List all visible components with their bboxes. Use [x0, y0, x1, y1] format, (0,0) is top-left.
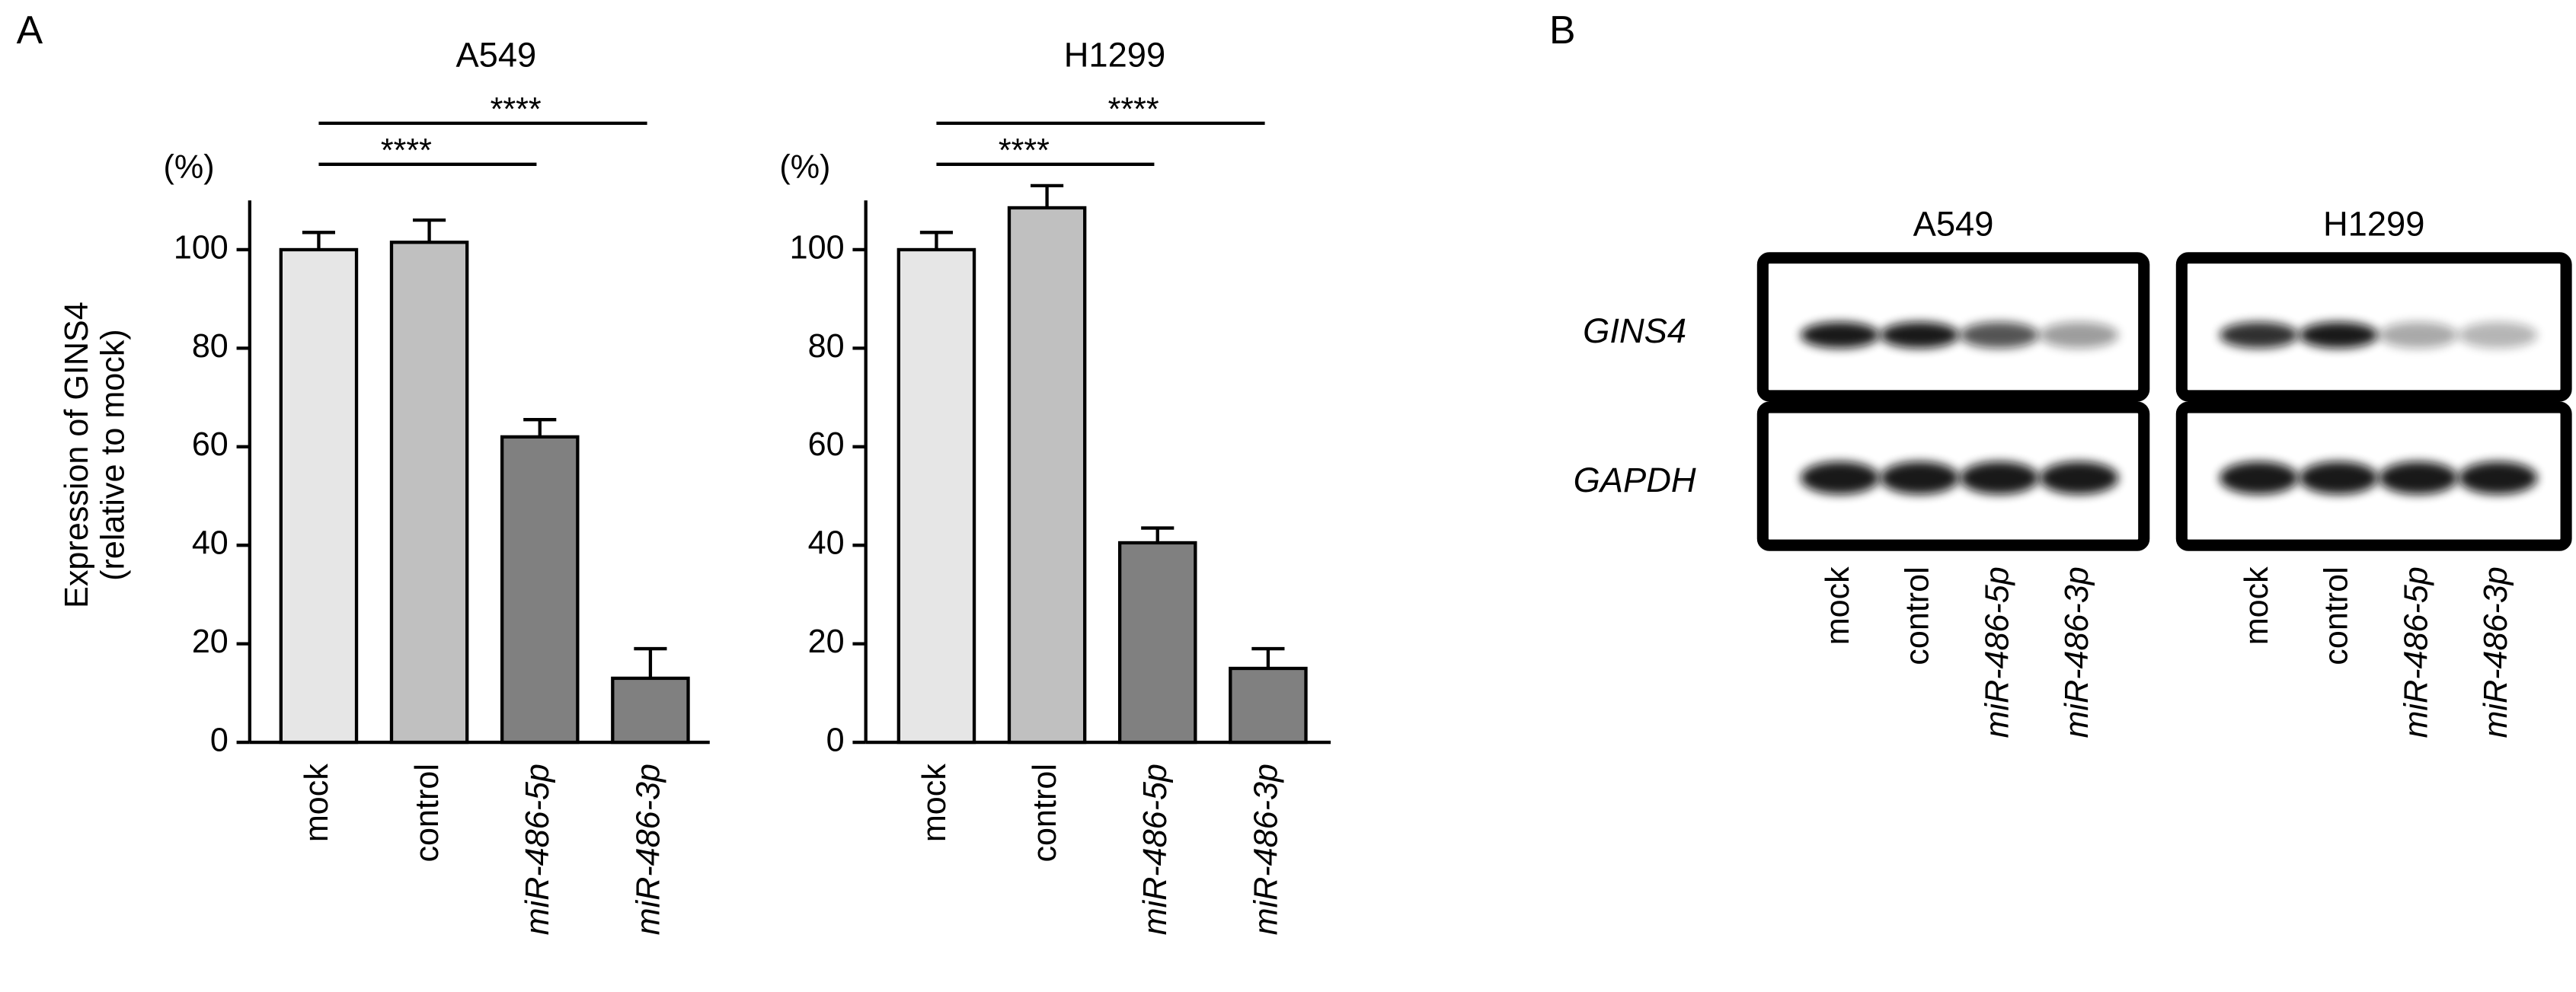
blot-title: A549	[1913, 205, 1994, 244]
bar	[279, 247, 359, 745]
bar	[500, 435, 580, 745]
y-tick-label: 0	[826, 722, 845, 758]
blot-band	[1800, 321, 1880, 349]
blot-band	[1960, 461, 2039, 495]
lane-label: miR-486-5p	[1979, 566, 2015, 738]
y-axis-label: (relative to mock)	[94, 329, 131, 581]
y-tick-label: 60	[808, 426, 845, 463]
y-tick-label: 80	[192, 328, 229, 365]
blot-band	[2039, 461, 2119, 495]
chart-title: H1299	[1064, 36, 1165, 75]
y-tick-label: 100	[790, 229, 845, 266]
y-tick-label: 40	[192, 525, 229, 562]
significance-label: ****	[1108, 91, 1159, 128]
blot-frame	[1756, 252, 2150, 402]
lane-label: mock	[2239, 566, 2275, 645]
unit-label: (%)	[779, 149, 830, 186]
chart-title: A549	[455, 36, 536, 75]
panel-label: A	[17, 8, 43, 52]
y-tick-label: 0	[210, 722, 229, 758]
lane-label: control	[2319, 566, 2355, 665]
y-tick-label: 80	[808, 328, 845, 365]
x-tick-label: miR-486-5p	[519, 764, 556, 935]
blot-title: H1299	[2323, 205, 2424, 244]
bar	[896, 247, 976, 745]
blot-band	[2379, 461, 2458, 495]
blot-band	[2299, 461, 2379, 495]
blot-band	[2458, 461, 2538, 495]
x-tick-label: mock	[299, 764, 335, 842]
blot-band	[2039, 321, 2119, 349]
x-tick-label: miR-486-3p	[1248, 764, 1284, 935]
y-tick-label: 20	[192, 624, 229, 660]
blot-band	[1800, 461, 1880, 495]
y-tick-label: 40	[808, 525, 845, 562]
lane-label: miR-486-3p	[2059, 566, 2095, 738]
y-axis-label: Expression of GINS4	[59, 301, 95, 608]
bar	[1117, 541, 1197, 745]
blot-band	[1960, 321, 2039, 349]
bar	[1007, 206, 1087, 745]
y-tick-label: 60	[192, 426, 229, 463]
blot-frame	[2175, 252, 2572, 402]
blot-band	[2458, 321, 2538, 349]
y-tick-label: 20	[808, 624, 845, 660]
significance-label: ****	[491, 91, 542, 128]
y-tick-label: 100	[174, 229, 229, 266]
unit-label: (%)	[164, 149, 215, 186]
blot-band	[2219, 461, 2299, 495]
panel-label: B	[1549, 8, 1576, 52]
x-tick-label: control	[409, 764, 446, 862]
bar	[611, 676, 690, 745]
blot-row-label: GAPDH	[1574, 461, 1696, 499]
blot-band	[1880, 461, 1960, 495]
bar	[1229, 666, 1308, 745]
x-tick-label: control	[1027, 764, 1063, 862]
lane-label: miR-486-3p	[2478, 566, 2514, 738]
lane-label: control	[1900, 566, 1936, 665]
significance-label: ****	[381, 132, 432, 169]
x-tick-label: miR-486-3p	[630, 764, 666, 935]
lane-label: mock	[1820, 566, 1856, 645]
bar	[389, 241, 469, 745]
blot-band	[2379, 321, 2458, 349]
significance-label: ****	[999, 132, 1050, 169]
blot-row-label: GINS4	[1583, 311, 1686, 350]
blot-band	[2299, 321, 2379, 349]
blot-band	[1880, 321, 1960, 349]
x-tick-label: mock	[916, 764, 953, 842]
blot-band	[2219, 321, 2299, 349]
lane-label: miR-486-5p	[2398, 566, 2434, 738]
x-tick-label: miR-486-5p	[1137, 764, 1174, 935]
